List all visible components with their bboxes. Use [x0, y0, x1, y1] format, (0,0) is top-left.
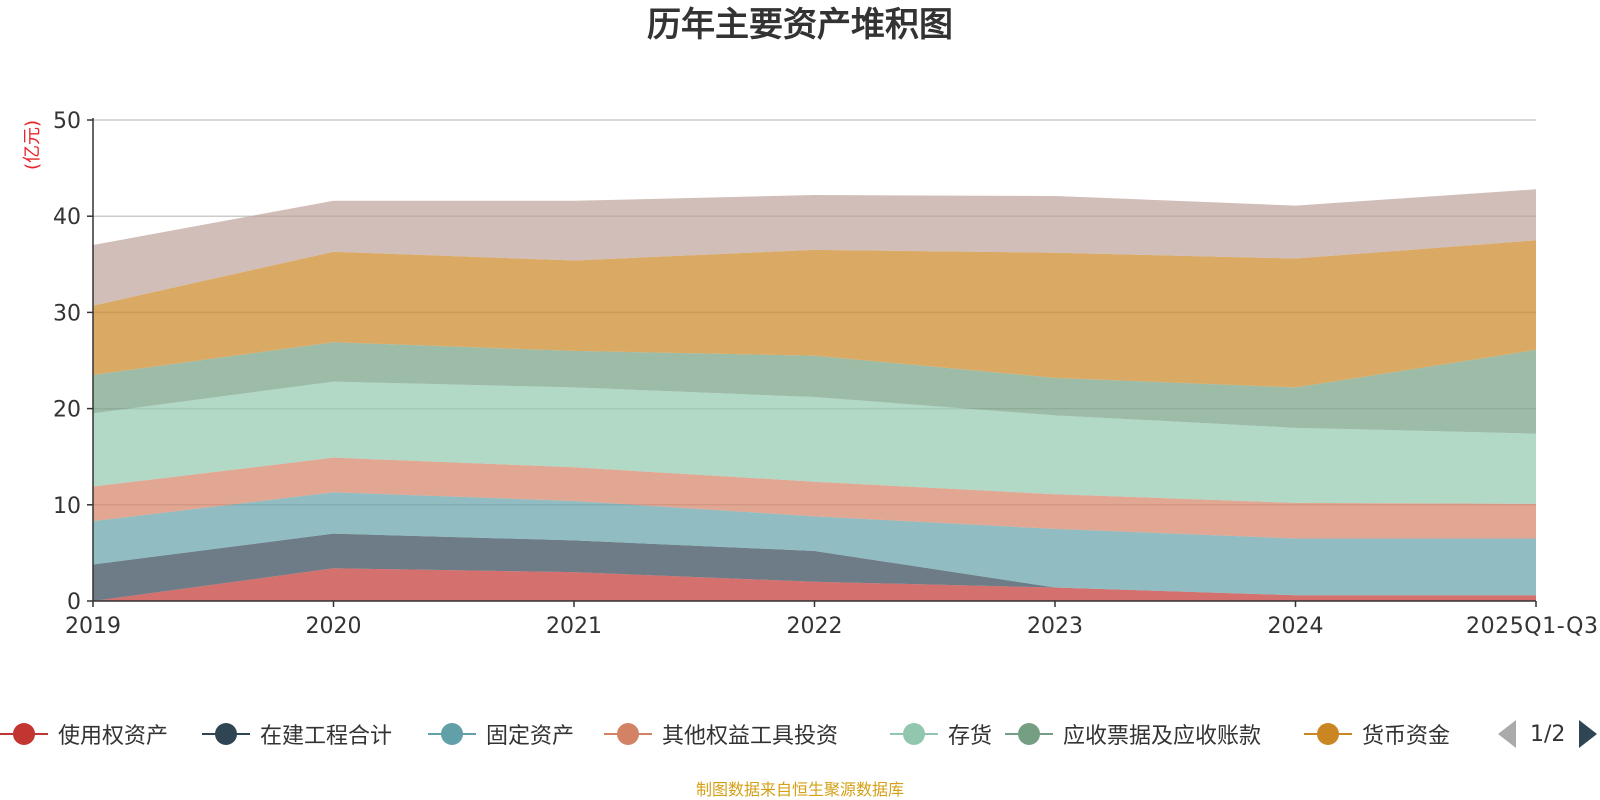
legend-prev-page-icon[interactable]	[1498, 720, 1516, 748]
y-tick-label: 0	[67, 590, 81, 615]
legend-page-indicator: 1/2	[1530, 721, 1566, 747]
y-tick-label: 30	[53, 301, 81, 326]
area-固定资产[interactable]	[93, 492, 1536, 596]
legend: 使用权资产 在建工程合计 固定资产 其他权益工具投资 存货 应收票据及应收账款 货币资金 1…	[0, 712, 1600, 756]
x-tick-label: 2020	[306, 614, 362, 639]
area-series	[93, 189, 1536, 601]
legend-marker-icon	[1304, 722, 1352, 746]
area-应收票据及应收账款[interactable]	[93, 342, 1536, 434]
legend-marker-icon	[1005, 722, 1053, 746]
x-tick-label: 2025Q1-Q3	[1466, 614, 1598, 639]
legend-item[interactable]: 固定资产	[428, 712, 574, 756]
area-在建工程合计[interactable]	[93, 533, 1536, 601]
axes: 0 10 20 30 40 50 2019 2020 2021 2022 2023 2024 2025Q…	[53, 109, 1598, 639]
chart-title: 历年主要资产堆积图	[647, 5, 953, 45]
legend-item[interactable]: 货币资金	[1304, 712, 1450, 756]
y-tick-label: 40	[53, 205, 81, 230]
legend-item[interactable]: 存货	[890, 712, 992, 756]
x-tick-label: 2021	[546, 614, 602, 639]
y-tick-label: 20	[53, 398, 81, 423]
stacked-area-chart: 历年主要资产堆积图 (亿元) 0 10 20 30 40 50 2019 2020 2021 20…	[22, 5, 1598, 639]
legend-marker-icon	[202, 722, 250, 746]
area-其他[interactable]	[93, 189, 1536, 306]
legend-marker-icon	[604, 722, 652, 746]
legend-label: 货币资金	[1362, 724, 1451, 749]
legend-label: 应收票据及应收账款	[1063, 724, 1262, 749]
area-存货[interactable]	[93, 381, 1536, 504]
legend-marker-icon	[0, 722, 48, 746]
legend-marker-icon	[428, 722, 476, 746]
legend-label: 存货	[948, 724, 993, 749]
y-tick-label: 10	[53, 494, 81, 519]
y-tick-label: 50	[53, 109, 81, 134]
area-货币资金[interactable]	[93, 240, 1536, 388]
x-tick-label: 2019	[65, 614, 121, 639]
legend-label: 使用权资产	[58, 724, 169, 749]
legend-item[interactable]: 应收票据及应收账款	[1005, 712, 1261, 756]
x-tick-label: 2022	[787, 614, 843, 639]
legend-pager: 1/2	[1498, 712, 1598, 756]
legend-item[interactable]: 在建工程合计	[202, 712, 392, 756]
legend-marker-icon	[890, 722, 938, 746]
legend-item[interactable]: 使用权资产	[0, 712, 168, 756]
x-tick-label: 2024	[1268, 614, 1324, 639]
legend-label: 在建工程合计	[260, 724, 393, 749]
data-source-note: 制图数据来自恒生聚源数据库	[695, 780, 904, 799]
area-其他权益工具投资[interactable]	[93, 457, 1536, 539]
legend-label: 固定资产	[486, 724, 575, 749]
legend-label: 其他权益工具投资	[662, 724, 839, 749]
x-tick-label: 2023	[1027, 614, 1083, 639]
legend-next-page-icon[interactable]	[1579, 720, 1598, 748]
y-axis-unit-label: (亿元)	[22, 120, 43, 170]
legend-item[interactable]: 其他权益工具投资	[604, 712, 838, 756]
area-使用权资产[interactable]	[93, 568, 1536, 601]
